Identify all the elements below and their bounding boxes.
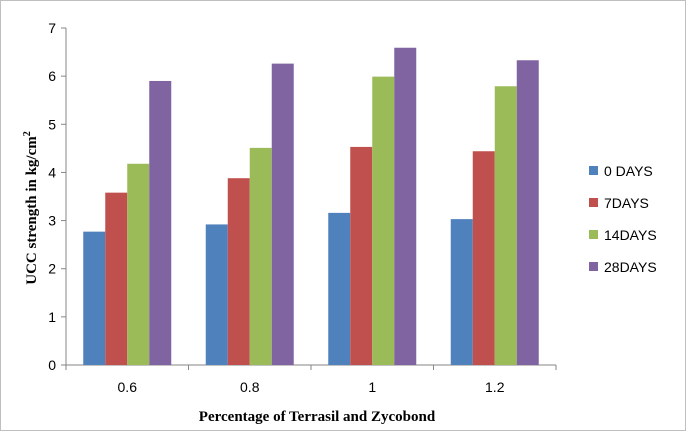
y-tick-label: 6 (48, 68, 56, 84)
bar (372, 76, 395, 366)
y-axis-title-main: UCC strength in kg/cm (24, 136, 40, 285)
y-tick-label: 5 (48, 116, 56, 132)
y-tick-label: 0 (48, 357, 56, 373)
tick-labels: 0 1 2 3 4 5 6 7 0.6 0.8 1 1.2 (48, 20, 504, 395)
bar (350, 146, 373, 365)
x-tick-label: 1.2 (485, 379, 505, 395)
bar (149, 80, 172, 365)
legend-label: 28DAYS (604, 259, 657, 275)
x-tick-label: 0.8 (240, 379, 260, 395)
legend-swatch (589, 230, 598, 239)
bar (472, 151, 495, 365)
bar (227, 178, 250, 365)
bar (328, 212, 351, 365)
bar (105, 192, 128, 365)
y-tick-label: 4 (48, 164, 56, 180)
legend-label: 14DAYS (604, 227, 657, 243)
x-axis-title: Percentage of Terrasil and Zycobond (199, 409, 436, 425)
y-axis-title-superscript: 2 (22, 131, 33, 136)
y-tick-label: 7 (48, 20, 56, 36)
bar (450, 219, 473, 365)
bar (494, 86, 517, 365)
bar (83, 231, 106, 365)
y-axis-title: UCC strength in kg/cm2 (22, 131, 40, 284)
legend-swatch (589, 198, 598, 207)
bar (127, 163, 150, 365)
bars (83, 47, 539, 366)
y-tick-label: 1 (48, 309, 56, 325)
legend-swatch (589, 262, 598, 271)
legend-label: 7DAYS (604, 195, 649, 211)
bar (249, 147, 272, 365)
x-tick-label: 0.6 (118, 379, 138, 395)
bar (271, 63, 294, 366)
legend-label: 0 DAYS (604, 163, 653, 179)
bar (394, 47, 417, 365)
y-tick-label: 2 (48, 261, 56, 277)
bar (516, 60, 539, 366)
x-tick-label: 1 (368, 379, 376, 395)
y-tick-label: 3 (48, 213, 56, 229)
bar (205, 224, 228, 365)
legend: 0 DAYS 7DAYS 14DAYS 28DAYS (589, 163, 657, 275)
legend-swatch (589, 166, 598, 175)
